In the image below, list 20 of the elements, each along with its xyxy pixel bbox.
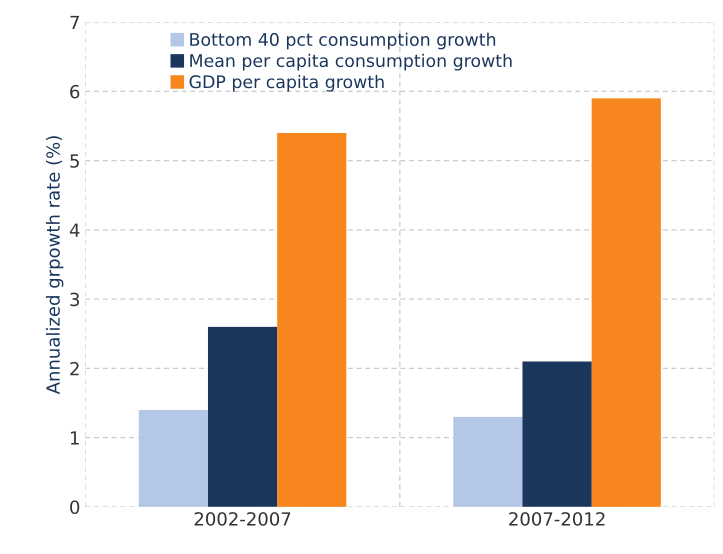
y-axis-title: Annualized grpowth rate (%): [46, 136, 64, 394]
bar: [453, 416, 522, 507]
legend-label: Bottom 40 pct consumption growth: [190, 32, 496, 50]
bar: [522, 361, 592, 507]
y-tick-label: 1: [70, 431, 79, 445]
y-tick-label: 0: [70, 500, 80, 514]
y-tick-label: 3: [70, 292, 80, 306]
y-tick-label: 2: [70, 362, 79, 376]
y-tick-label: 5: [70, 154, 79, 168]
bar: [138, 410, 208, 507]
bar: [208, 326, 278, 507]
bar: [592, 98, 661, 507]
bar: [277, 132, 346, 507]
legend-label: Mean per capita consumption growth: [190, 54, 512, 71]
y-tick-label: 6: [70, 84, 80, 99]
x-tick-label: 2002-2007: [194, 512, 290, 526]
y-tick-label: 7: [70, 16, 79, 30]
legend-label: GDP per capita growth: [190, 74, 384, 92]
x-tick-label: 2007-2012: [509, 512, 604, 526]
y-tick-label: 4: [70, 224, 80, 237]
